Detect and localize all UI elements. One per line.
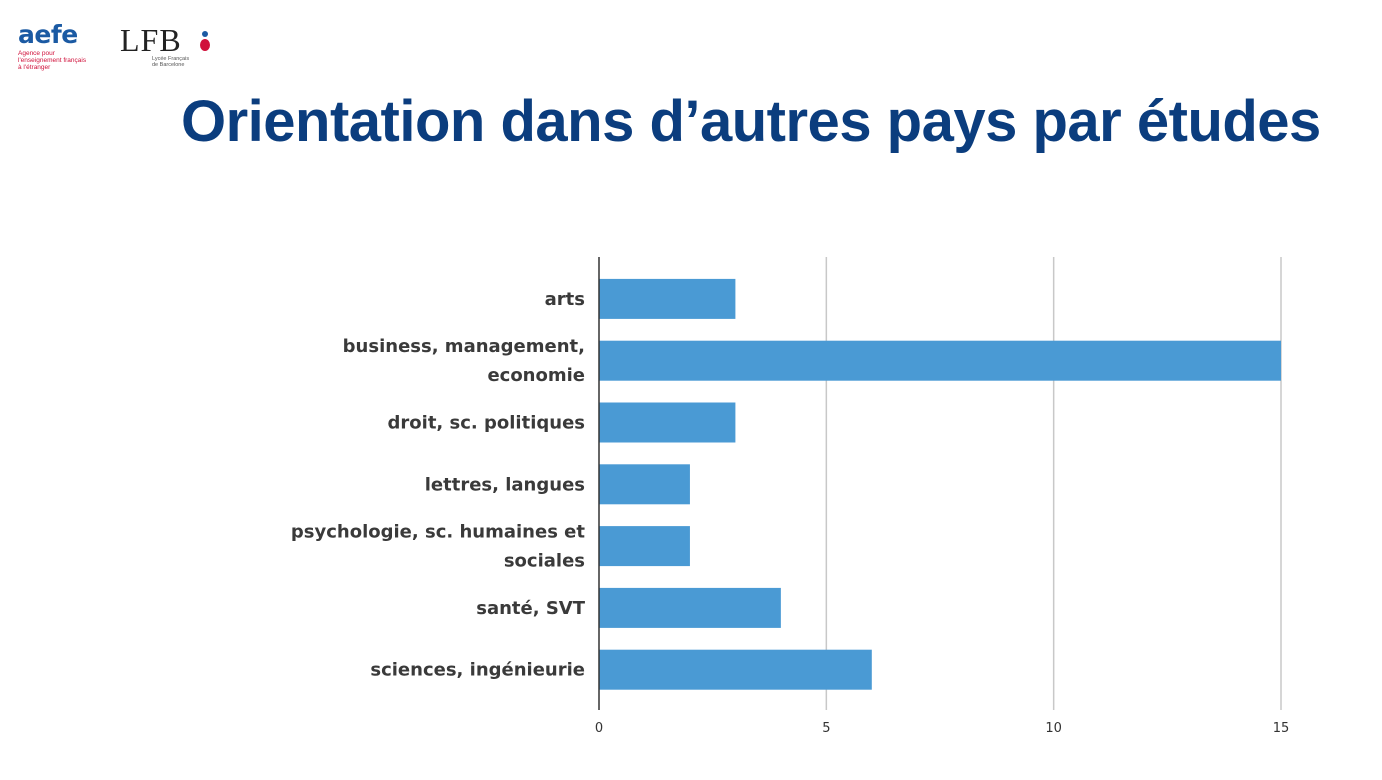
- category-label: lettres, langues: [425, 474, 585, 495]
- header-logos: aefe Agence pour l'enseignement français…: [18, 22, 218, 82]
- category-label: arts: [545, 289, 585, 310]
- category-label: santé, SVT: [476, 598, 585, 619]
- category-label: business, management, economie: [343, 336, 585, 386]
- aefe-logo-tagline: Agence pour l'enseignement français à l'…: [18, 50, 87, 71]
- x-tick-label: 0: [595, 721, 603, 736]
- lfb-logo: LFB Lycée Français de Barcelone: [120, 22, 210, 72]
- bar: [599, 464, 690, 505]
- bar: [599, 587, 781, 628]
- category-label: droit, sc. politiques: [388, 413, 585, 434]
- lfb-figure-icon: [200, 31, 210, 51]
- x-tick-label: 5: [822, 721, 830, 736]
- category-label: sciences, ingénieurie: [370, 660, 585, 681]
- bar: [599, 278, 736, 319]
- bar: [599, 526, 690, 567]
- category-label: psychologie, sc. humaines et sociales: [291, 522, 585, 572]
- lfb-logo-subtitle: Lycée Français de Barcelone: [152, 56, 190, 68]
- bar: [599, 649, 872, 690]
- page-title: Orientation dans d’autres pays par étude…: [181, 89, 1321, 154]
- aefe-logo: aefe Agence pour l'enseignement français…: [18, 20, 98, 72]
- bar: [599, 340, 1281, 381]
- lfb-logo-word: LFB: [120, 22, 182, 58]
- bar: [599, 402, 736, 443]
- x-tick-label: 10: [1045, 721, 1062, 736]
- x-tick-label: 15: [1273, 721, 1290, 736]
- aefe-logo-word: aefe: [18, 20, 78, 49]
